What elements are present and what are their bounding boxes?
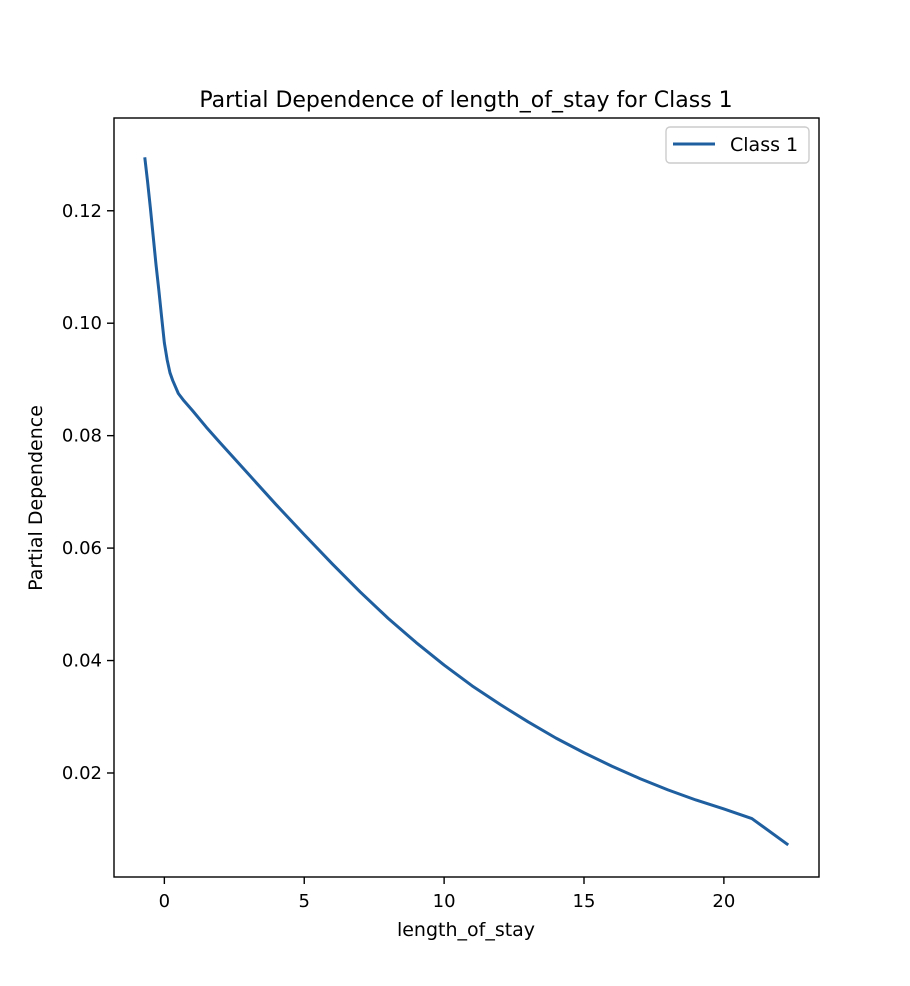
y-tick-label: 0.06 — [62, 538, 102, 559]
legend: Class 1 — [665, 126, 810, 164]
legend-box — [665, 126, 810, 164]
series-line-class-1 — [143, 157, 790, 847]
y-tick-label: 0.08 — [62, 426, 102, 447]
x-axis-label: length_of_stay — [397, 919, 535, 941]
y-tick-label: 0.10 — [62, 313, 102, 334]
x-axis-ticks: 0 5 10 15 20 — [159, 877, 735, 912]
x-tick-label: 15 — [573, 891, 596, 912]
legend-label-class-1: Class 1 — [730, 134, 798, 156]
x-tick-label: 5 — [299, 891, 310, 912]
y-axis-ticks: 0.02 0.04 0.06 0.08 0.10 0.12 — [62, 201, 114, 784]
x-tick-label: 0 — [159, 891, 170, 912]
x-tick-label: 20 — [712, 891, 735, 912]
y-tick-label: 0.02 — [62, 763, 102, 784]
x-tick-label: 10 — [433, 891, 456, 912]
y-tick-label: 0.04 — [62, 651, 102, 672]
chart-title: Partial Dependence of length_of_stay for… — [199, 88, 732, 113]
plot-frame — [113, 117, 820, 878]
y-axis-label: Partial Dependence — [25, 405, 47, 591]
y-tick-label: 0.12 — [62, 201, 102, 222]
plot-area — [113, 117, 820, 878]
